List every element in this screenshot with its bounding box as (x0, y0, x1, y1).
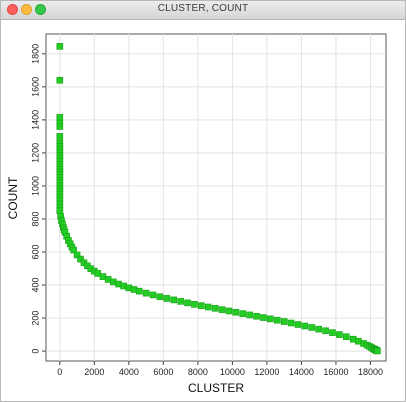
data-point (191, 301, 198, 308)
x-tick-label: 18000 (358, 367, 383, 377)
data-point (177, 298, 184, 305)
scatter-chart: 0 2000 4000 6000 8000 10000 12000 14000 16000 180… (6, 33, 387, 395)
data-point (142, 289, 150, 297)
minimize-window-button[interactable] (21, 4, 32, 15)
x-tick-label: 10000 (220, 367, 245, 377)
title-bar[interactable]: CLUSTER, COUNT (1, 1, 405, 20)
data-point (170, 296, 178, 304)
data-point (343, 333, 350, 341)
y-tick-label: 1200 (30, 143, 40, 163)
data-point (149, 291, 157, 299)
x-tick-label: 0 (57, 367, 62, 377)
data-point (56, 123, 64, 130)
data-point (56, 43, 64, 50)
data-point (70, 246, 77, 254)
data-point (163, 295, 171, 302)
y-axis-label: COUNT (6, 176, 20, 219)
y-tick-label: 800 (30, 211, 40, 226)
data-point (239, 310, 247, 317)
zoom-window-button[interactable] (35, 4, 46, 15)
grid (46, 34, 386, 361)
x-tick-label: 14000 (289, 367, 314, 377)
y-axis-ticks: 0 200 400 600 800 1000 1200 1400 1600 1800 (30, 44, 46, 354)
y-tick-label: 1400 (30, 110, 40, 130)
data-point (294, 321, 302, 328)
y-tick-label: 600 (30, 244, 40, 259)
data-point (198, 302, 205, 309)
data-point (253, 312, 260, 320)
data-points (56, 43, 381, 355)
x-tick-label: 16000 (323, 367, 348, 377)
data-point (301, 322, 309, 330)
data-point (329, 329, 336, 336)
data-point (225, 307, 233, 315)
data-point (260, 314, 267, 321)
y-tick-label: 200 (30, 311, 40, 326)
data-point (73, 251, 81, 259)
data-point (280, 318, 288, 325)
y-tick-label: 1000 (30, 176, 40, 196)
x-tick-label: 12000 (254, 367, 279, 377)
data-point (56, 76, 64, 84)
data-point (156, 293, 164, 301)
x-tick-label: 2000 (84, 367, 104, 377)
window-title: CLUSTER, COUNT (157, 3, 249, 14)
x-tick-label: 8000 (188, 367, 208, 377)
data-point (204, 303, 212, 311)
data-point (336, 331, 343, 338)
data-point (267, 315, 274, 323)
y-tick-label: 400 (30, 278, 40, 293)
x-tick-label: 6000 (153, 367, 173, 377)
y-tick-label: 1800 (30, 44, 40, 64)
data-point (211, 305, 219, 312)
x-axis-ticks: 0 2000 4000 6000 8000 10000 12000 14000 16000 180… (57, 361, 383, 377)
x-axis-label: CLUSTER (188, 381, 244, 395)
close-window-button[interactable] (7, 4, 18, 15)
data-point (374, 347, 381, 355)
data-point (315, 325, 322, 333)
data-point (56, 114, 64, 121)
data-point (184, 299, 191, 307)
data-point (246, 311, 253, 319)
data-point (322, 327, 329, 335)
data-point (218, 306, 226, 313)
data-point (287, 319, 295, 327)
data-point (56, 133, 64, 140)
x-tick-label: 4000 (119, 367, 139, 377)
y-tick-label: 0 (30, 349, 40, 354)
y-tick-label: 1600 (30, 77, 40, 97)
data-point (232, 308, 240, 316)
data-point (77, 255, 84, 263)
plot-area (45, 33, 387, 362)
data-point (56, 207, 64, 215)
data-point (273, 316, 281, 324)
data-point (308, 324, 316, 331)
data-point (135, 287, 143, 295)
